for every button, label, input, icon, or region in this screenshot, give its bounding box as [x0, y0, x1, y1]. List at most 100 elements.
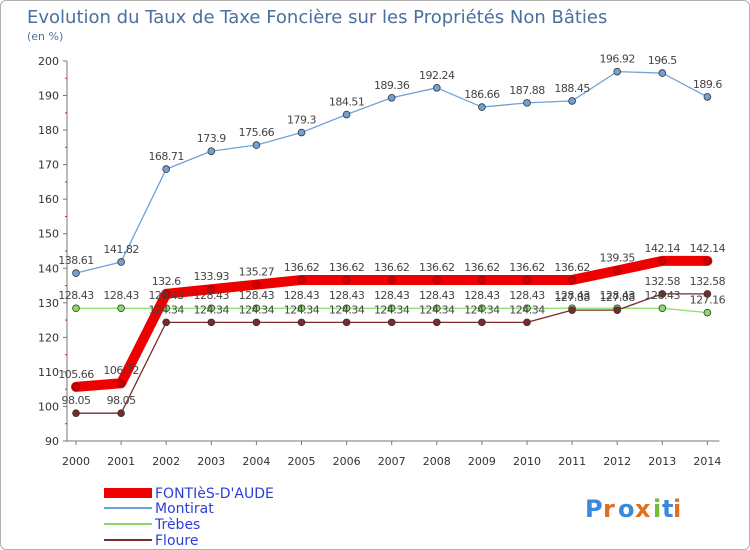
data-label-trebes: 128.43: [374, 289, 410, 302]
data-label-montirat: 196.5: [648, 54, 677, 67]
x-tick-label: 2012: [603, 455, 631, 468]
data-label-montirat: 189.6: [693, 78, 722, 91]
x-tick-label: 2003: [197, 455, 225, 468]
y-tick-label: 170: [38, 159, 59, 172]
data-point-montirat: [613, 67, 621, 76]
chart-title: Evolution du Taux de Taxe Foncière sur l…: [27, 7, 607, 28]
data-label-floure: 127.88: [599, 291, 635, 304]
logo-letter: i: [673, 495, 681, 523]
data-label-trebes: 128.43: [419, 289, 455, 302]
data-label-montirat: 138.61: [58, 254, 94, 267]
data-point-trebes: [252, 304, 261, 313]
data-label-trebes: 128.43: [58, 289, 94, 302]
data-label-floure: 124.34: [329, 303, 365, 316]
data-label-trebes: 128.43: [329, 289, 365, 302]
logo-letter: t: [662, 495, 673, 523]
data-label-montirat: 192.24: [419, 69, 455, 82]
logo-letter: i: [653, 495, 661, 523]
data-point-montirat: [342, 110, 351, 119]
data-point-floure: [523, 318, 531, 327]
data-point-fonties-d-aude: [613, 266, 622, 275]
data-label-floure: 124.34: [239, 303, 275, 316]
data-point-trebes: [117, 304, 125, 313]
data-label-montirat: 175.66: [239, 126, 275, 139]
data-point-trebes: [703, 308, 712, 317]
data-label-montirat: 184.51: [329, 96, 365, 109]
data-label-floure: 132.58: [645, 275, 681, 288]
data-label-fonties-d-aude: 105.66: [58, 368, 94, 381]
data-label-fonties-d-aude: 142.14: [690, 242, 726, 255]
data-label-fonties-d-aude: 136.62: [374, 261, 410, 274]
data-label-montirat: 168.71: [148, 150, 184, 163]
data-point-fonties-d-aude: [523, 275, 532, 284]
y-axis-unit: (en %): [27, 30, 63, 43]
data-point-montirat: [478, 103, 486, 111]
data-point-fonties-d-aude: [297, 275, 306, 284]
logo-letter: r: [603, 495, 615, 523]
x-tick-label: 2010: [513, 455, 541, 468]
data-point-floure: [297, 318, 306, 327]
data-label-montirat: 173.9: [197, 132, 226, 145]
data-label-floure: 127.88: [554, 291, 590, 304]
data-label-montirat: 196.92: [599, 53, 635, 66]
data-label-trebes: 128.43: [103, 289, 139, 302]
data-point-floure: [568, 306, 576, 314]
data-point-fonties-d-aude: [162, 289, 171, 298]
data-label-trebes: 128.43: [239, 289, 275, 302]
legend-label-montirat: Montirat: [155, 501, 214, 517]
legend-label-trebes: Trèbes: [154, 517, 200, 533]
x-tick-label: 2002: [152, 455, 180, 468]
data-label-trebes: 128.43: [148, 289, 184, 302]
data-label-floure: 124.34: [419, 303, 455, 316]
data-point-montirat: [703, 93, 712, 101]
data-point-montirat: [523, 99, 531, 107]
data-label-montirat: 141.82: [103, 243, 139, 256]
x-tick-label: 2007: [378, 455, 406, 468]
data-label-fonties-d-aude: 133.93: [194, 270, 230, 283]
data-point-trebes: [72, 304, 80, 313]
series-layer: [71, 67, 713, 417]
logo-letter: P: [585, 495, 603, 523]
data-label-floure: 98.05: [107, 394, 136, 407]
y-tick-label: 190: [38, 90, 59, 103]
data-point-fonties-d-aude: [117, 379, 126, 388]
data-point-fonties-d-aude: [252, 280, 261, 289]
data-labels: 105.66 106.72 132.6 133.93 135.27 136.62 136.6…: [58, 53, 726, 408]
data-label-floure: 124.34: [464, 303, 500, 316]
x-tick-label: 2006: [333, 455, 361, 468]
y-tick-label: 100: [38, 400, 59, 413]
data-point-montirat: [658, 69, 667, 77]
data-label-floure: 132.58: [690, 275, 726, 288]
data-label-fonties-d-aude: 136.62: [464, 261, 500, 274]
data-point-montirat: [387, 93, 396, 102]
data-label-trebes: 128.43: [599, 289, 635, 302]
series-line-montirat: [75, 70, 709, 274]
data-point-montirat: [252, 141, 261, 149]
data-point-montirat: [207, 147, 216, 155]
data-point-fonties-d-aude: [703, 256, 712, 265]
data-label-montirat: 188.45: [554, 82, 590, 95]
data-point-floure: [387, 318, 396, 327]
data-label-fonties-d-aude: 139.35: [599, 252, 635, 265]
data-point-trebes: [342, 304, 351, 313]
data-point-fonties-d-aude: [72, 382, 81, 391]
y-tick-label: 160: [38, 193, 59, 206]
data-point-montirat: [162, 165, 171, 173]
y-tick-label: 150: [38, 228, 59, 241]
data-point-trebes: [478, 304, 486, 313]
legend-label-floure: Floure: [155, 533, 198, 549]
x-tick-label: 2011: [558, 455, 586, 468]
data-point-fonties-d-aude: [658, 256, 667, 265]
y-tick-label: 110: [38, 366, 59, 379]
y-tick-label: 180: [38, 124, 59, 137]
data-point-floure: [703, 290, 712, 298]
data-point-fonties-d-aude: [342, 275, 351, 284]
x-tick-label: 2009: [468, 455, 496, 468]
data-point-trebes: [432, 304, 441, 313]
data-point-montirat: [72, 269, 80, 277]
data-label-trebes: 128.43: [645, 289, 681, 302]
